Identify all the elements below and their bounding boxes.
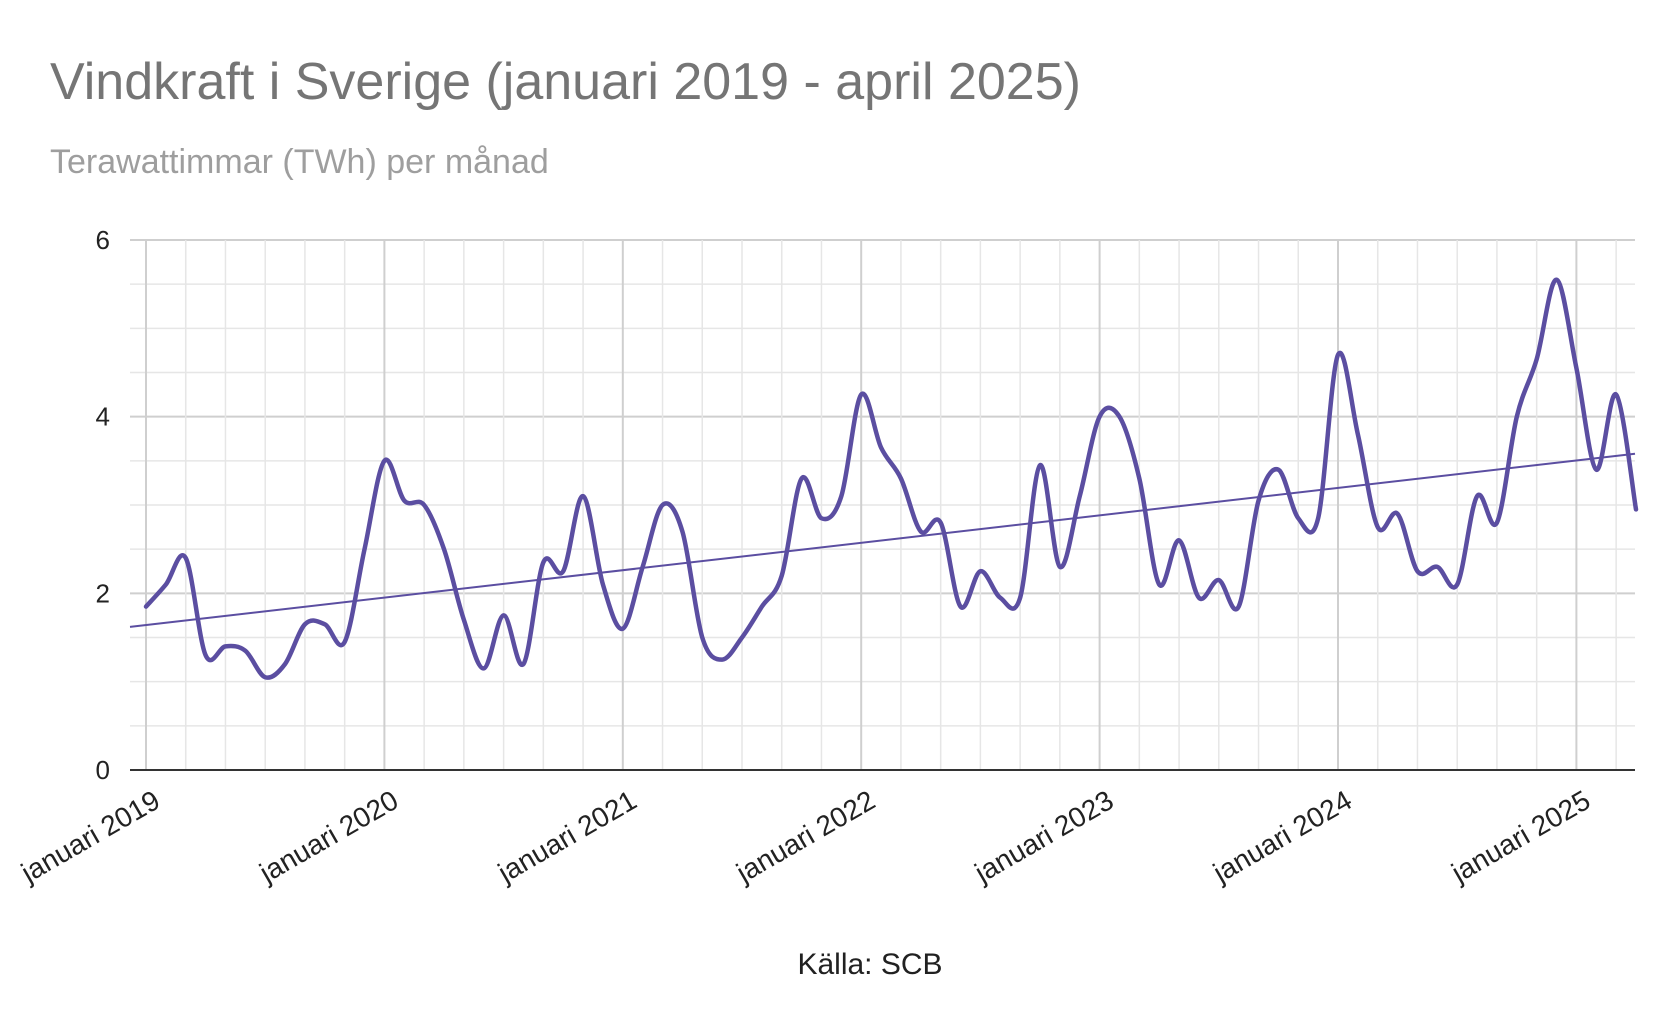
y-tick-label: 2 xyxy=(96,578,110,608)
x-tick-label: januari 2023 xyxy=(969,784,1119,888)
y-tick-label: 4 xyxy=(96,402,110,432)
chart-subtitle: Terawattimmar (TWh) per månad xyxy=(50,143,549,181)
trendline xyxy=(129,452,1636,628)
x-tick-label: januari 2019 xyxy=(15,784,165,888)
x-axis-ticks: januari 2019 januari 2020 januari 2021 janu… xyxy=(15,784,1595,888)
x-tick-label: januari 2021 xyxy=(492,784,642,888)
series-layer xyxy=(143,277,1639,680)
source-note: Källa: SCB xyxy=(797,948,943,981)
x-tick-label: januari 2020 xyxy=(254,784,404,888)
trendline-layer xyxy=(129,452,1636,628)
x-tick-label: januari 2022 xyxy=(730,784,880,888)
y-tick-label: 0 xyxy=(96,755,110,785)
y-axis-ticks: 0 2 4 6 xyxy=(96,225,110,785)
gridlines xyxy=(130,239,1635,771)
x-tick-label: januari 2025 xyxy=(1446,784,1596,888)
series-line xyxy=(143,277,1639,680)
y-tick-label: 6 xyxy=(96,225,110,255)
x-tick-label: januari 2024 xyxy=(1207,784,1357,888)
chart-title: Vindkraft i Sverige (januari 2019 - apri… xyxy=(50,53,1081,111)
